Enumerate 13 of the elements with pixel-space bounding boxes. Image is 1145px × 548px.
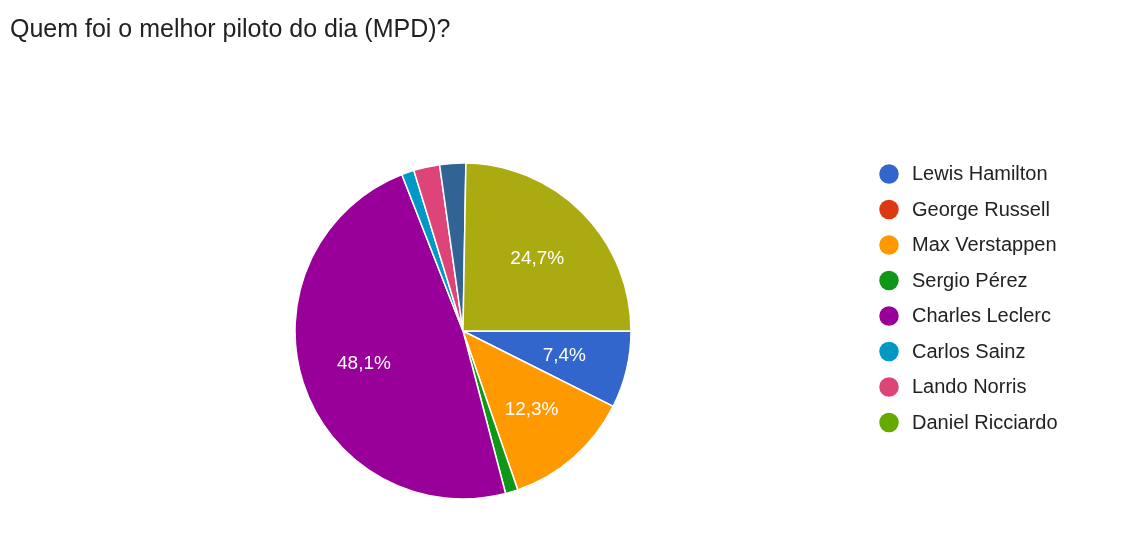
data-label: 7,4% <box>542 344 587 366</box>
chart-title: Quem foi o melhor piloto do dia (MPD)? <box>10 14 451 42</box>
legend-label: Lewis Hamilton <box>912 162 1048 184</box>
legend-label: Lando Norris <box>912 375 1027 397</box>
data-label: 24,7% <box>510 246 565 268</box>
legend-label: Max Verstappen <box>912 233 1057 255</box>
data-label: 12,3% <box>504 398 559 420</box>
legend-label: Sergio Pérez <box>912 268 1028 291</box>
legend-label: Charles Leclerc <box>912 304 1051 326</box>
legend-label: Daniel Ricciardo <box>912 410 1058 433</box>
data-label: 48,1% <box>337 352 391 374</box>
legend-label: George Russell <box>912 197 1050 220</box>
legend-label: Carlos Sainz <box>912 339 1026 362</box>
